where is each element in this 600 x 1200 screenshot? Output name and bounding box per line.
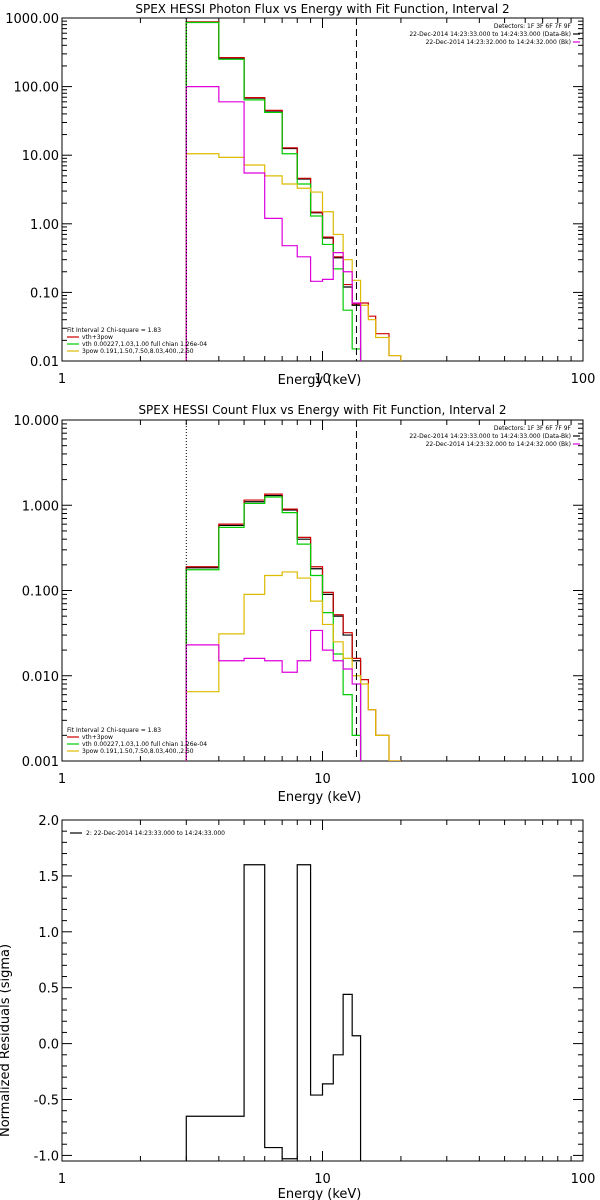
series-0-line	[185, 494, 362, 761]
x-tick-label: 100	[571, 772, 596, 787]
y-tick-label: 2.0	[38, 814, 59, 829]
y-tick-label: 0.0	[38, 1038, 59, 1053]
chart-panel-1: SPEX HESSI Count Flux vs Energy with Fit…	[14, 403, 596, 805]
chart-panel-0: SPEX HESSI Photon Flux vs Energy with Fi…	[5, 2, 595, 388]
legend-bl-label: vth+3pow	[82, 734, 113, 741]
plot-frame	[61, 17, 584, 362]
legend-bl-label: vth+3pow	[82, 334, 113, 341]
chart-title: SPEX HESSI Count Flux vs Energy with Fit…	[138, 403, 506, 417]
y-tick-label: 0.5	[38, 982, 59, 997]
y-tick-label: -1.0	[34, 1149, 59, 1164]
legend-tr-label: 22-Dec-2014 14:23:33.000 to 14:24:33.000…	[409, 31, 571, 38]
series-4-line	[185, 86, 362, 361]
x-tick-label: 1	[58, 372, 66, 387]
y-tick-label: 1.000	[22, 499, 59, 514]
series-3-line	[185, 153, 402, 361]
y-tick-label: 1.0	[38, 926, 59, 941]
x-tick-label: 100	[571, 1172, 596, 1187]
legend-tr-label: 22-Dec-2014 14:23:33.000 to 14:24:33.000…	[409, 433, 571, 440]
x-axis-label: Energy (keV)	[278, 790, 362, 805]
series-2-line	[185, 496, 362, 761]
legend-tr-label: 22-Dec-2014 14:23:32.000 to 14:24:32.000…	[426, 39, 571, 46]
chart-panel-2: 1 10 100 2.0 1.5 1.0 0.5 0.0 -0.5 -1.0 Energy (keV…	[0, 814, 595, 1200]
y-tick-label: 10.000	[14, 414, 60, 429]
x-tick-label: 100	[571, 372, 596, 387]
series-4-line	[185, 629, 362, 761]
legend-bl-label: vth 0.00227,1.03,1.00 full chian 1.26e-0…	[82, 741, 207, 748]
x-axis-label: Energy (keV)	[278, 373, 362, 388]
x-axis-label: Energy (keV)	[278, 1187, 362, 1200]
legend-tl-label: 2: 22-Dec-2014 14:23:33.000 to 14:24:33.…	[86, 830, 225, 837]
plot-frame	[61, 819, 584, 1162]
legend-tr-label: 22-Dec-2014 14:23:32.000 to 14:24:32.000…	[426, 441, 571, 448]
legend-tr-label: Detectors: 1F 3F 6F 7F 9F	[494, 425, 572, 432]
x-tick-label: 10	[314, 772, 331, 787]
y-tick-label: -0.5	[34, 1094, 59, 1109]
y-tick-label: 1000.00	[5, 12, 59, 27]
y-tick-label: 1.5	[38, 870, 59, 885]
chart-title: SPEX HESSI Photon Flux vs Energy with Fi…	[135, 2, 509, 16]
legend-bl-label: 3pow 0.191,1.50,7.50,8.03,400.,2.50	[82, 748, 194, 755]
y-tick-label: 0.01	[30, 355, 59, 370]
legend-tr-label: Detectors: 1F 3F 6F 7F 9F	[494, 23, 572, 30]
legend-bl-label: Fit Interval 2 Chi-square = 1.83	[67, 327, 161, 334]
x-tick-label: 1	[58, 1172, 66, 1187]
series-3-line	[185, 571, 401, 761]
y-tick-label: 10.00	[22, 149, 59, 164]
series-group	[185, 493, 401, 761]
x-tick-label: 10	[314, 1172, 331, 1187]
y-tick-label: 100.00	[14, 81, 60, 96]
series-group	[185, 864, 362, 1161]
legend-bl-label: vth 0.00227,1.03,1.00 full chian 1.26e-0…	[82, 341, 207, 348]
legend-bl-label: 3pow 0.191,1.50,7.50,8.03,400.,2.50	[82, 348, 194, 355]
series-2-line	[185, 21, 362, 361]
y-tick-label: 0.100	[22, 585, 59, 600]
series-group	[185, 21, 402, 361]
legend-bl-label: Fit Interval 2 Chi-square = 1.83	[67, 727, 161, 734]
x-tick-label: 1	[58, 772, 66, 787]
series-1-line	[185, 21, 402, 361]
y-tick-label: 0.10	[30, 286, 59, 301]
series-0-line	[185, 864, 362, 1161]
y-tick-label: 0.001	[22, 755, 59, 770]
y-tick-label: 1.00	[30, 218, 59, 233]
series-0-line	[185, 21, 362, 361]
y-axis-label: Normalized Residuals (sigma)	[0, 944, 13, 1137]
x-tick-label: 10	[314, 372, 331, 387]
y-tick-label: 0.010	[22, 670, 59, 685]
